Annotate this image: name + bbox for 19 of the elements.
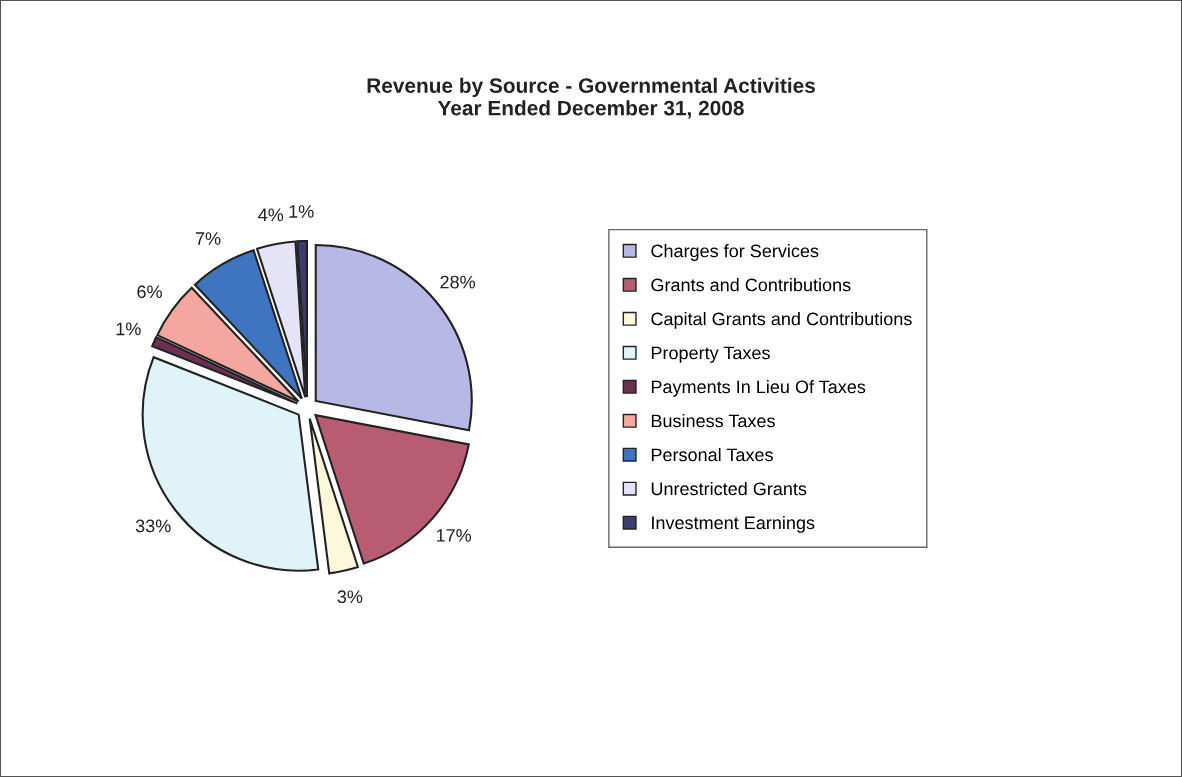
chart-title: Revenue by Source - Governmental Activities Year Ended December 31, 2008 bbox=[367, 77, 815, 119]
data-label: 33% bbox=[135, 519, 171, 533]
data-label: 17% bbox=[436, 529, 472, 542]
data-label: 4% bbox=[258, 208, 284, 222]
legend-label: Business Taxes bbox=[651, 413, 775, 428]
legend-label: Charges for Services bbox=[651, 244, 819, 261]
legend-label: Investment Earnings bbox=[652, 515, 815, 533]
data-label: 28% bbox=[440, 275, 476, 289]
legend-label: Unrestricted Grants bbox=[651, 481, 807, 496]
data-label: 6% bbox=[137, 285, 162, 299]
data-label: 1% bbox=[289, 205, 314, 218]
legend-label: Payments In Lieu Of Taxes bbox=[651, 380, 866, 397]
data-label: 7% bbox=[195, 232, 221, 245]
data-label: 3% bbox=[337, 590, 363, 604]
legend-label: Capital Grants and Contributions bbox=[651, 312, 912, 329]
legend-label: Property Taxes bbox=[651, 346, 770, 363]
legend-label: Personal Taxes bbox=[651, 447, 773, 462]
data-label: 1% bbox=[116, 322, 141, 336]
legend-label: Grants and Contributions bbox=[651, 278, 851, 292]
